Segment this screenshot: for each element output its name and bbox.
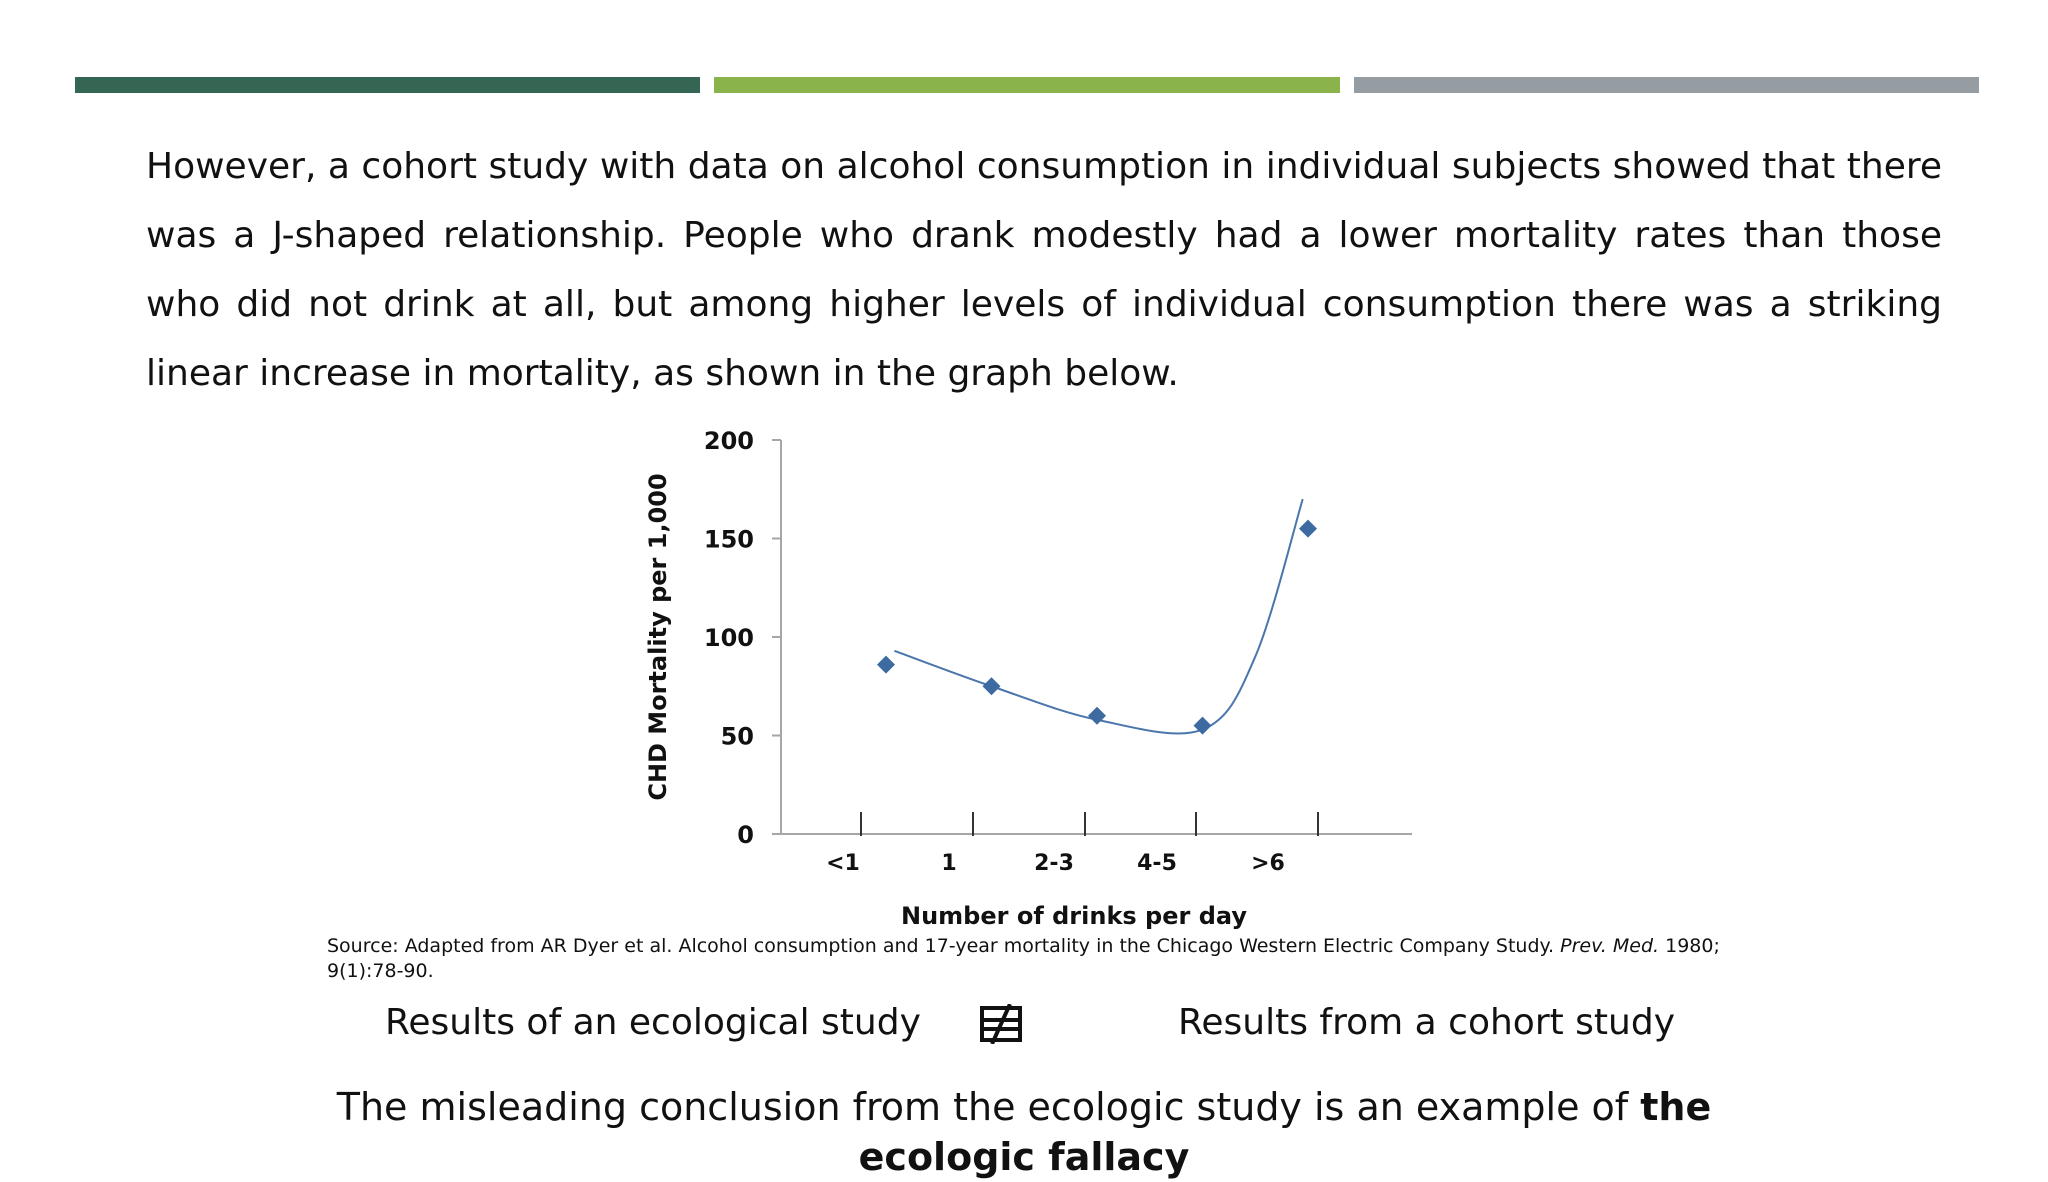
source-journal: Prev. Med. [1560, 935, 1660, 957]
trend-curve [894, 498, 1304, 735]
x-tick-label: 2-3 [1034, 851, 1074, 876]
header-band-light-green [714, 77, 1340, 93]
source-prefix: Source: Adapted from AR Dyer et al. Alco… [327, 935, 1561, 957]
not-equal-icon [980, 1004, 1022, 1044]
y-tick-label: 100 [704, 624, 754, 652]
x-tick-label: 4-5 [1137, 851, 1177, 876]
intro-paragraph: However, a cohort study with data on alc… [146, 146, 1942, 394]
y-tick-label: 150 [704, 526, 754, 554]
y-tick-label: 50 [721, 723, 754, 751]
x-tick-label: <1 [826, 851, 860, 876]
data-point [1299, 519, 1317, 538]
header-band-dark-green [75, 77, 700, 93]
cohort-study-label: Results from a cohort study [1178, 1002, 1676, 1043]
source-citation: Source: Adapted from AR Dyer et al. Alco… [327, 934, 1727, 984]
conclusion-statement: The misleading conclusion from the ecolo… [300, 1082, 1748, 1182]
x-axis-title: Number of drinks per day [901, 902, 1247, 930]
y-tick-label: 0 [737, 821, 754, 849]
x-tick-label: >6 [1251, 851, 1285, 876]
ecological-study-label: Results of an ecological study [385, 1002, 921, 1043]
y-tick-label: 200 [704, 427, 754, 455]
x-tick-label: 1 [941, 851, 956, 876]
chd-mortality-chart: 0 50 100 150 200 <1 1 2-3 4-5 >6 Number of drinks … [644, 427, 1412, 930]
y-axis-title: CHD Mortality per 1,000 [644, 473, 672, 800]
data-point [1193, 716, 1212, 735]
data-point [1088, 706, 1106, 725]
header-band-gray [1354, 77, 1979, 93]
conclusion-text: The misleading conclusion from the ecolo… [336, 1085, 1641, 1129]
source-suffix: 1980; 9(1):78-90. [327, 935, 1720, 982]
data-point [982, 677, 1001, 696]
data-point [877, 655, 895, 674]
